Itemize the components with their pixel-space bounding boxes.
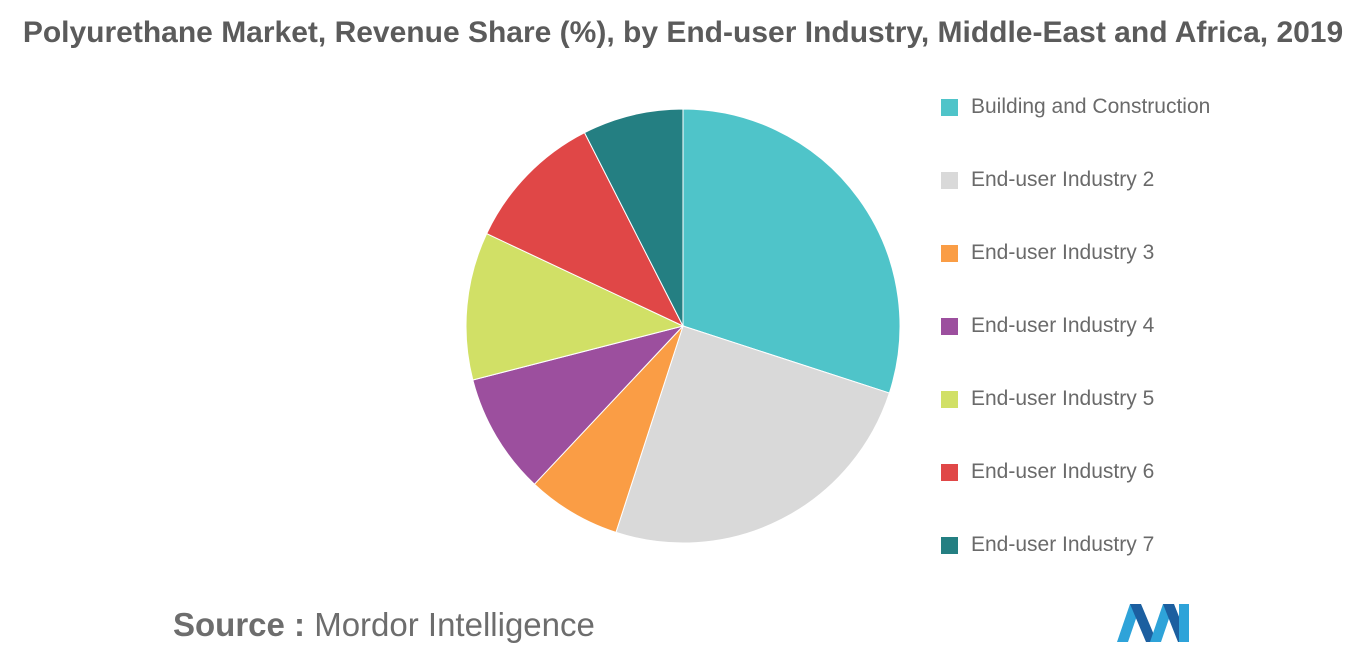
pie-slice-7 [583, 108, 684, 327]
legend-label: End-user Industry 2 [971, 168, 1155, 191]
mordor-intelligence-logo-icon [1117, 604, 1189, 642]
legend-item-1: Building and Construction [941, 92, 1210, 122]
pie-slice-1 [682, 108, 901, 394]
legend-item-2: End-user Industry 2 [941, 165, 1210, 195]
legend-label: Building and Construction [971, 95, 1211, 118]
legend-swatch [941, 171, 958, 189]
pie-slice-6 [485, 131, 685, 328]
chart-title: Polyurethane Market, Revenue Share (%), … [22, 16, 1344, 49]
legend-swatch [941, 536, 958, 554]
source-note: Source : Mordor Intelligence [173, 606, 595, 644]
legend-swatch [941, 98, 958, 116]
legend-item-4: End-user Industry 4 [941, 311, 1210, 341]
legend-item-5: End-user Industry 5 [941, 384, 1210, 414]
pie-slice-2 [615, 325, 891, 544]
legend-label: End-user Industry 5 [971, 387, 1155, 410]
legend-item-3: End-user Industry 3 [941, 238, 1210, 268]
chart-legend: Building and Construction End-user Indust… [941, 92, 1210, 603]
legend-label: End-user Industry 3 [971, 241, 1155, 264]
pie-slice-4 [472, 325, 685, 485]
source-label: Source : [173, 606, 306, 643]
legend-item-7: End-user Industry 7 [941, 530, 1210, 560]
legend-label: End-user Industry 6 [971, 460, 1155, 483]
source-text: Mordor Intelligence [314, 606, 595, 643]
legend-swatch [941, 244, 958, 262]
legend-item-6: End-user Industry 6 [941, 457, 1210, 487]
pie-slice-5 [465, 232, 685, 381]
legend-swatch [941, 317, 958, 335]
legend-swatch [941, 390, 958, 408]
legend-swatch [941, 463, 958, 481]
legend-label: End-user Industry 7 [971, 533, 1155, 556]
legend-label: End-user Industry 4 [971, 314, 1155, 337]
